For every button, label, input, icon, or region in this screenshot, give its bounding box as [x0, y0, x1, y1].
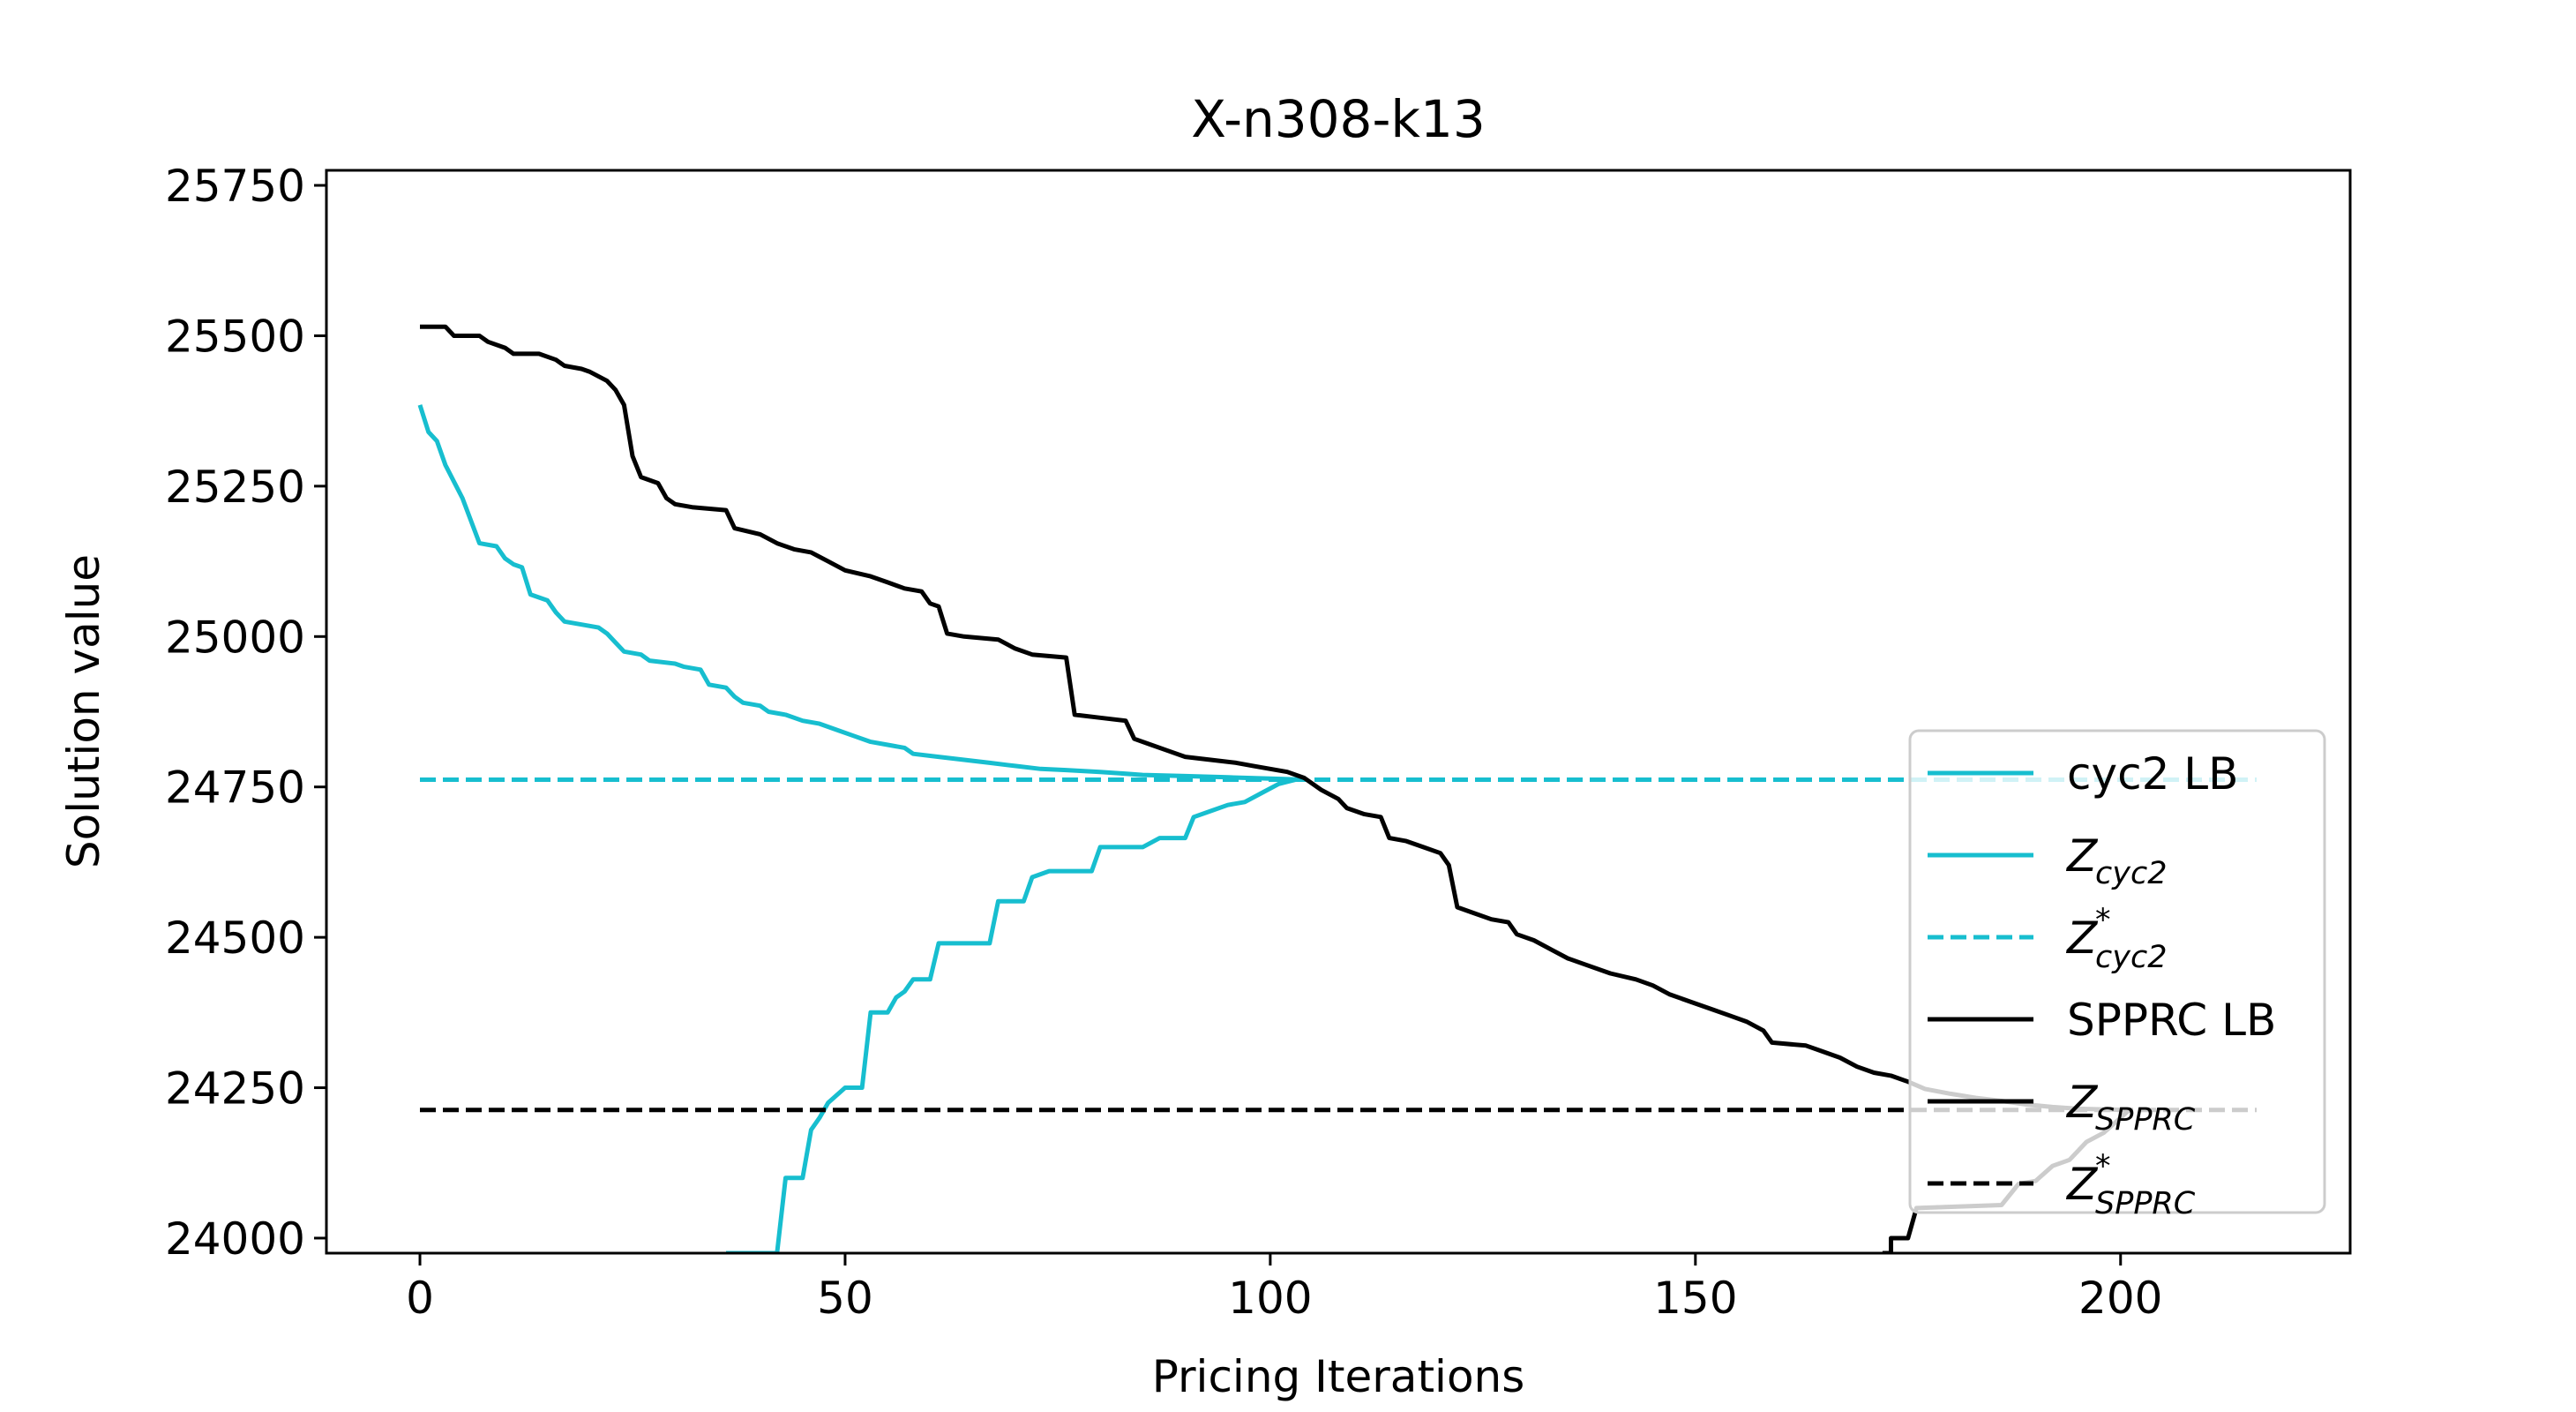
x-tick-label: 200	[2078, 1273, 2162, 1324]
x-tick-label: 150	[1653, 1273, 1737, 1324]
y-tick-label: 25750	[165, 161, 305, 212]
legend-label: ZSPPRC	[2065, 1077, 2196, 1138]
series-line-spprc-lb	[420, 324, 2130, 1113]
y-axis-label: Solution value	[58, 554, 109, 868]
y-tick-label: 24750	[165, 762, 305, 814]
legend-label: Z* SPPRC	[2065, 1149, 2196, 1221]
legend: cyc2 LB Zcyc2 Z* cyc2 SPPRC LB ZSPPRC Z* SPPRC	[1908, 729, 2326, 1221]
x-axis: 0 50 100 150 200	[406, 1253, 2162, 1324]
y-tick-label: 25250	[165, 462, 305, 513]
series-layer	[417, 324, 2257, 1253]
legend-label: SPPRC LB	[2067, 995, 2276, 1046]
legend-box	[1908, 729, 2326, 1214]
y-tick-label: 24000	[165, 1213, 305, 1265]
x-axis-label: Pricing Iterations	[1152, 1351, 1525, 1402]
x-tick-label: 50	[817, 1273, 873, 1324]
legend-label: Z* cyc2	[2065, 903, 2167, 975]
series-line-cyc2-lb	[417, 404, 1305, 782]
x-tick-label: 0	[406, 1273, 434, 1324]
y-tick-label: 24500	[165, 913, 305, 964]
plot-frame	[325, 169, 2352, 1255]
chart-title: X-n308-k13	[1191, 89, 1486, 149]
y-tick-label: 25000	[165, 612, 305, 663]
y-axis: 24000 24250 24500 24750 25000 25250 25500 25750	[165, 161, 326, 1265]
legend-label: Zcyc2	[2065, 830, 2167, 891]
y-tick-label: 25500	[165, 311, 305, 362]
legend-label: cyc2 LB	[2067, 748, 2238, 800]
y-tick-label: 24250	[165, 1063, 305, 1115]
x-tick-label: 100	[1228, 1273, 1312, 1324]
series-line-z-cyc2	[726, 777, 1297, 1253]
